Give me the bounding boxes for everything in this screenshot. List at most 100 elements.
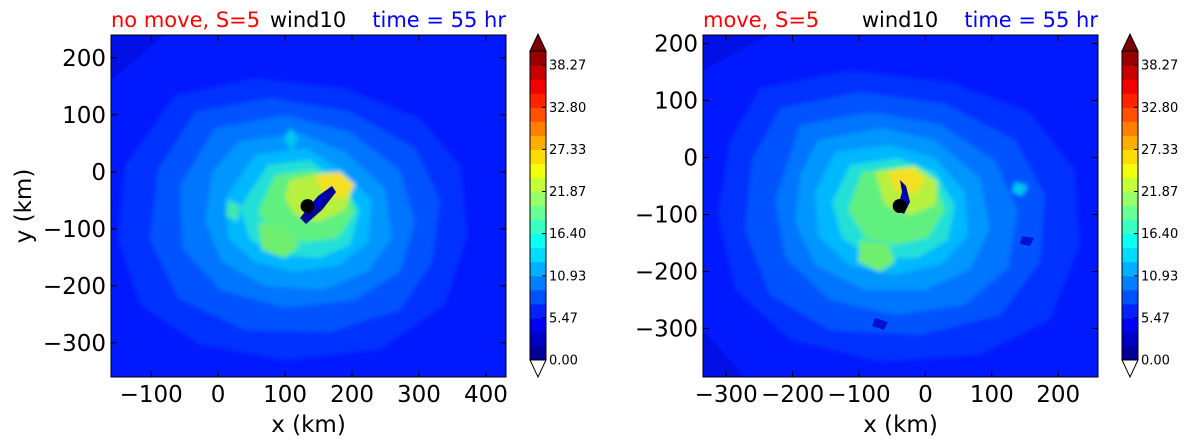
colorbar-tick-label: 10.93 <box>549 269 586 284</box>
colorbar-segment <box>1122 261 1138 277</box>
colorbar-segment <box>1122 233 1138 249</box>
colorbar-frame <box>1121 50 1139 361</box>
title-left: move, S=5 <box>703 8 819 32</box>
colorbar-segment <box>1122 219 1138 235</box>
y-axis-label: y (km) <box>11 169 37 244</box>
colorbar-tick-label: 5.47 <box>549 311 578 326</box>
colorbar-segment <box>1122 191 1138 207</box>
colorbar-tick-label: 32.80 <box>549 101 586 116</box>
x-tick-label: 400 <box>464 382 508 408</box>
colorbar-segment <box>530 163 546 179</box>
colorbar-segment <box>1122 51 1138 66</box>
x-axis-label: x (km) <box>863 412 938 438</box>
x-tick-label: 300 <box>397 382 441 408</box>
storm-center-marker <box>892 199 907 213</box>
colorbar-tick-label: 0.00 <box>549 354 578 369</box>
colorbar-segment <box>530 233 546 249</box>
colorbar-segment <box>530 121 546 136</box>
colorbar-tick-label: 27.33 <box>549 143 586 158</box>
panel-move: move, S=5 wind10 time = 55 hr <box>635 8 1178 438</box>
colorbar-segment <box>530 303 546 319</box>
title-center: wind10 <box>862 8 938 32</box>
x-tick-label: 100 <box>263 382 307 408</box>
panel-no-move: no move, S=5 wind10 time = 55 hr <box>11 8 586 438</box>
colorbar-segment <box>530 275 546 291</box>
x-tick-label: 0 <box>918 382 933 408</box>
colorbar-segment <box>530 289 546 305</box>
colorbar-extend-max <box>529 32 547 52</box>
colorbar-tick-label: 27.33 <box>1141 143 1178 158</box>
colorbar-segment <box>530 51 546 66</box>
y-tick-label: −200 <box>635 260 698 286</box>
colorbar-tick-label: 0.00 <box>1141 354 1170 369</box>
colorbar-segment <box>1122 65 1138 80</box>
colorbar-segment <box>1122 149 1138 164</box>
colorbar-tick-label: 38.27 <box>1141 59 1178 74</box>
axes-ticks: −100 0 100 200 300 400 200 100 0 −100 −200 −300 <box>43 35 508 408</box>
colorbar-segment <box>530 317 546 333</box>
title-left: no move, S=5 <box>111 8 260 32</box>
x-tick-label: 200 <box>330 382 374 408</box>
colorbar-tick-label: 21.87 <box>1141 185 1178 200</box>
y-tick-label: −300 <box>635 317 698 343</box>
x-tick-label: −300 <box>695 382 758 408</box>
colorbar-segment <box>530 79 546 94</box>
x-tick-label: −100 <box>827 382 890 408</box>
title-right: time = 55 hr <box>372 8 506 32</box>
colorbar-segment <box>530 65 546 80</box>
colorbar-segment <box>1122 79 1138 94</box>
colorbar-tick-label: 38.27 <box>549 59 586 74</box>
y-tick-label: −300 <box>43 331 106 357</box>
colorbar-segment <box>1122 205 1138 221</box>
y-tick-label: −100 <box>43 217 106 243</box>
colorbar-segment <box>1122 177 1138 193</box>
colorbar-segment <box>530 331 546 347</box>
colorbar-segment <box>530 107 546 122</box>
colorbar-segment <box>530 149 546 164</box>
x-tick-label: −100 <box>120 382 183 408</box>
colorbar-segment <box>530 191 546 207</box>
x-tick-label: −200 <box>761 382 824 408</box>
colorbar-segment <box>1122 135 1138 150</box>
y-tick-label: −100 <box>635 203 698 229</box>
colorbar-segment <box>530 135 546 150</box>
colorbar-segment <box>1122 247 1138 263</box>
storm-center-marker <box>300 199 315 214</box>
colorbar-segment <box>530 177 546 193</box>
colorbar-tick-label: 32.80 <box>1141 101 1178 116</box>
colorbar-segment <box>1122 331 1138 347</box>
colorbar-segment <box>530 205 546 221</box>
colorbar: 0.00 5.47 10.93 16.40 21.87 27.33 32.80 38.27 <box>1121 32 1178 379</box>
y-tick-label: 0 <box>683 146 698 172</box>
colorbar-tick-label: 16.40 <box>549 227 586 242</box>
y-tick-label: 100 <box>654 89 698 115</box>
colorbar-tick-label: 16.40 <box>1141 227 1178 242</box>
x-tick-label: 100 <box>970 382 1014 408</box>
wind-field <box>111 35 506 377</box>
colorbar-tick-label: 10.93 <box>1141 269 1178 284</box>
colorbar-segment <box>530 93 546 108</box>
colorbar-segment <box>530 219 546 235</box>
colorbar-tick-label: 5.47 <box>1141 311 1170 326</box>
colorbar-segment <box>1122 107 1138 122</box>
colorbar-segment <box>1122 345 1138 361</box>
y-tick-label: 200 <box>62 46 106 72</box>
colorbar-segment <box>1122 121 1138 136</box>
colorbar-extend-max <box>1121 32 1139 52</box>
x-tick-label: 0 <box>211 382 226 408</box>
colorbar-extend-min <box>529 359 547 379</box>
y-tick-label: 100 <box>62 103 106 129</box>
colorbar-frame <box>529 50 547 361</box>
colorbar-segment <box>1122 289 1138 305</box>
colorbar-segment <box>1122 317 1138 333</box>
colorbar-extend-min <box>1121 359 1139 379</box>
title-center: wind10 <box>270 8 346 32</box>
colorbar-segment <box>530 247 546 263</box>
colorbar-segment <box>530 345 546 361</box>
x-tick-label: 200 <box>1036 382 1080 408</box>
y-tick-label: 0 <box>91 160 106 186</box>
plot-frame <box>702 34 1099 378</box>
colorbar: 0.00 5.47 10.93 16.40 21.87 27.33 32.80 38.27 <box>529 32 586 379</box>
